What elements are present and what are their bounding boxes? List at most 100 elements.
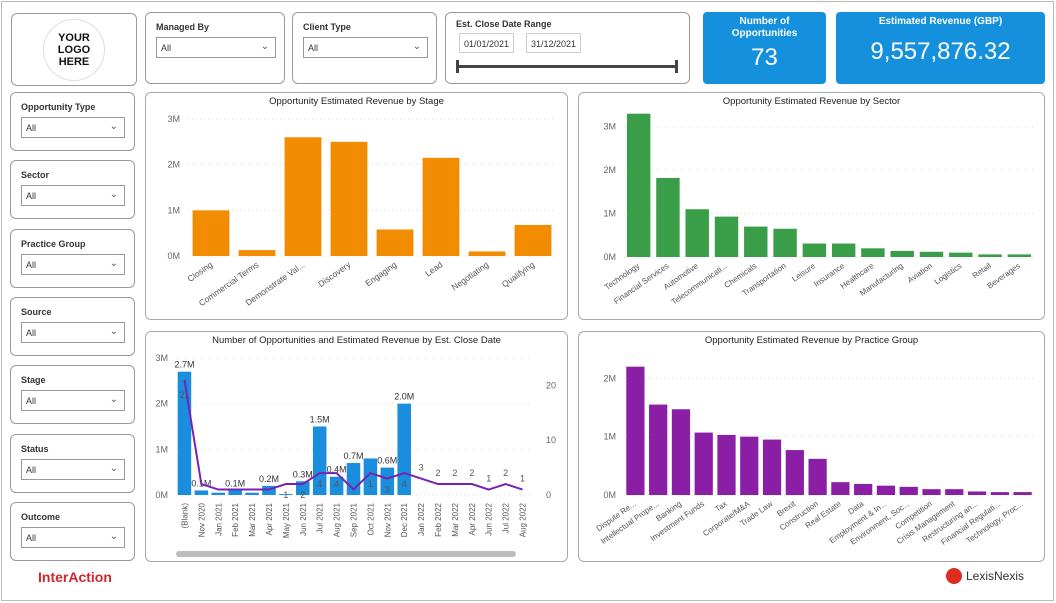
count-data-label: 21	[179, 390, 189, 400]
y2-tick-label: 0	[546, 490, 551, 500]
x-tick-label: Feb 2022	[434, 502, 443, 536]
revenue-data-label: 0.3M	[293, 469, 313, 479]
bar	[808, 458, 827, 495]
chevron-down-icon: ⌄	[109, 325, 118, 337]
count-data-label: 1	[283, 490, 288, 500]
filter-dropdown[interactable]: All ⌄	[21, 185, 125, 207]
count-data-label: 2	[452, 468, 457, 478]
bar	[363, 458, 378, 495]
revenue-data-label: 0.7M	[343, 451, 363, 461]
practice-group-chart: Opportunity Estimated Revenue by Practic…	[578, 331, 1045, 562]
filter-stage: Stage All ⌄	[10, 365, 135, 425]
chevron-down-icon: ⌄	[109, 530, 118, 542]
bar	[194, 490, 209, 495]
sector-chart: Opportunity Estimated Revenue by Sector 0…	[578, 92, 1045, 320]
filter-dropdown[interactable]: All ⌄	[21, 117, 125, 138]
x-tick-label: Jul 2022	[502, 502, 511, 533]
bar	[1007, 254, 1032, 257]
y-tick-label: 3M	[167, 114, 180, 124]
filter-dropdown[interactable]: All ⌄	[21, 390, 125, 412]
y-tick-label: 0M	[603, 252, 616, 262]
count-data-label: 4	[317, 479, 322, 489]
kpi-title: Estimated Revenue (GBP)	[878, 16, 1003, 27]
client-type-filter: Client Type All ⌄	[292, 12, 437, 84]
bar	[949, 252, 973, 257]
count-data-label: 2	[436, 468, 441, 478]
count-data-label: 1	[368, 479, 373, 489]
logo: YOUR LOGO HERE	[43, 18, 105, 81]
chevron-down-icon: ⌄	[109, 462, 118, 474]
stage-chart: Opportunity Estimated Revenue by Stage 0M…	[145, 92, 568, 320]
bar	[284, 137, 322, 256]
date-slider-track[interactable]	[458, 65, 678, 68]
x-tick-label: Jun 2022	[485, 502, 494, 535]
x-tick-label: Jan 2022	[417, 502, 426, 535]
bar	[922, 489, 941, 495]
x-tick-label: Nov 2021	[383, 502, 392, 537]
filter-label: Source	[21, 306, 52, 317]
filter-dropdown[interactable]: All ⌄	[21, 526, 125, 548]
x-tick-label: Beverages	[985, 261, 1021, 290]
x-tick-label: Aug 2022	[519, 502, 528, 537]
y-tick-label: 0M	[603, 490, 616, 500]
end-date-input[interactable]: 31/12/2021	[526, 33, 582, 53]
y-tick-label: 1M	[603, 432, 616, 442]
bar	[831, 243, 856, 257]
y-tick-label: 0M	[155, 490, 168, 500]
filter-sector: Sector All ⌄	[10, 160, 135, 220]
bar	[714, 216, 739, 257]
count-data-label: 2	[503, 468, 508, 478]
y-tick-label: 2M	[603, 373, 616, 383]
kpi-title: Number of Opportunities	[731, 16, 798, 39]
slider-start-handle[interactable]	[456, 60, 459, 73]
revenue-data-label: 0.4M	[327, 465, 347, 475]
filter-label: Sector	[21, 170, 50, 181]
count-data-label: 2	[469, 468, 474, 478]
chevron-down-icon: ⌄	[109, 121, 118, 132]
bar	[330, 141, 368, 256]
client-type-dropdown[interactable]: All ⌄	[303, 37, 428, 58]
date-range-filter: Est. Close Date Range 01/01/2021 31/12/2…	[445, 12, 690, 84]
bar	[329, 476, 344, 495]
x-tick-label: Negotiating	[449, 259, 490, 292]
y-tick-label: 3M	[603, 122, 616, 132]
x-tick-label: Feb 2021	[231, 502, 240, 536]
lexisnexis-icon	[946, 568, 962, 584]
managed-by-filter: Managed By All ⌄	[145, 12, 285, 84]
x-tick-label: Nov 2020	[197, 502, 206, 537]
bar	[380, 467, 395, 495]
filter-dropdown[interactable]: All ⌄	[21, 253, 125, 275]
bar	[626, 366, 645, 495]
chart-title: Number of Opportunities and Estimated Re…	[212, 335, 501, 346]
x-tick-label: Sep 2021	[350, 502, 359, 537]
bar	[785, 450, 804, 495]
bar	[978, 254, 1002, 257]
managed-by-dropdown[interactable]: All ⌄	[156, 37, 276, 58]
slider-end-handle[interactable]	[675, 60, 678, 73]
y-tick-label: 1M	[167, 205, 180, 215]
filter-label: Outcome	[21, 511, 61, 522]
bar	[376, 229, 414, 256]
filter-practice-group: Practice Group All ⌄	[10, 228, 135, 288]
horizontal-scrollbar[interactable]	[176, 551, 516, 557]
x-tick-label: Jul 2021	[316, 502, 325, 533]
chart-title: Opportunity Estimated Revenue by Practic…	[704, 335, 919, 346]
revenue-data-label: 2.7M	[174, 360, 194, 370]
start-date-input[interactable]: 01/01/2021	[459, 33, 515, 53]
bar	[717, 434, 736, 495]
bar	[861, 248, 885, 257]
x-tick-label: Lead	[423, 259, 444, 278]
bar	[626, 113, 651, 257]
bar	[990, 492, 1009, 495]
y-tick-label: 2M	[603, 165, 616, 175]
bar	[514, 224, 552, 256]
count-data-label: 1	[520, 474, 525, 484]
x-tick-label: Mar 2022	[451, 502, 460, 536]
y-tick-label: 2M	[155, 399, 168, 409]
filter-dropdown[interactable]: All ⌄	[21, 458, 125, 480]
filter-dropdown[interactable]: All ⌄	[21, 321, 125, 343]
filter-status: Status All ⌄	[10, 433, 135, 493]
revenue-data-label: 2.0M	[394, 392, 414, 402]
x-tick-label: Jan 2021	[214, 502, 223, 535]
bar	[694, 432, 713, 495]
